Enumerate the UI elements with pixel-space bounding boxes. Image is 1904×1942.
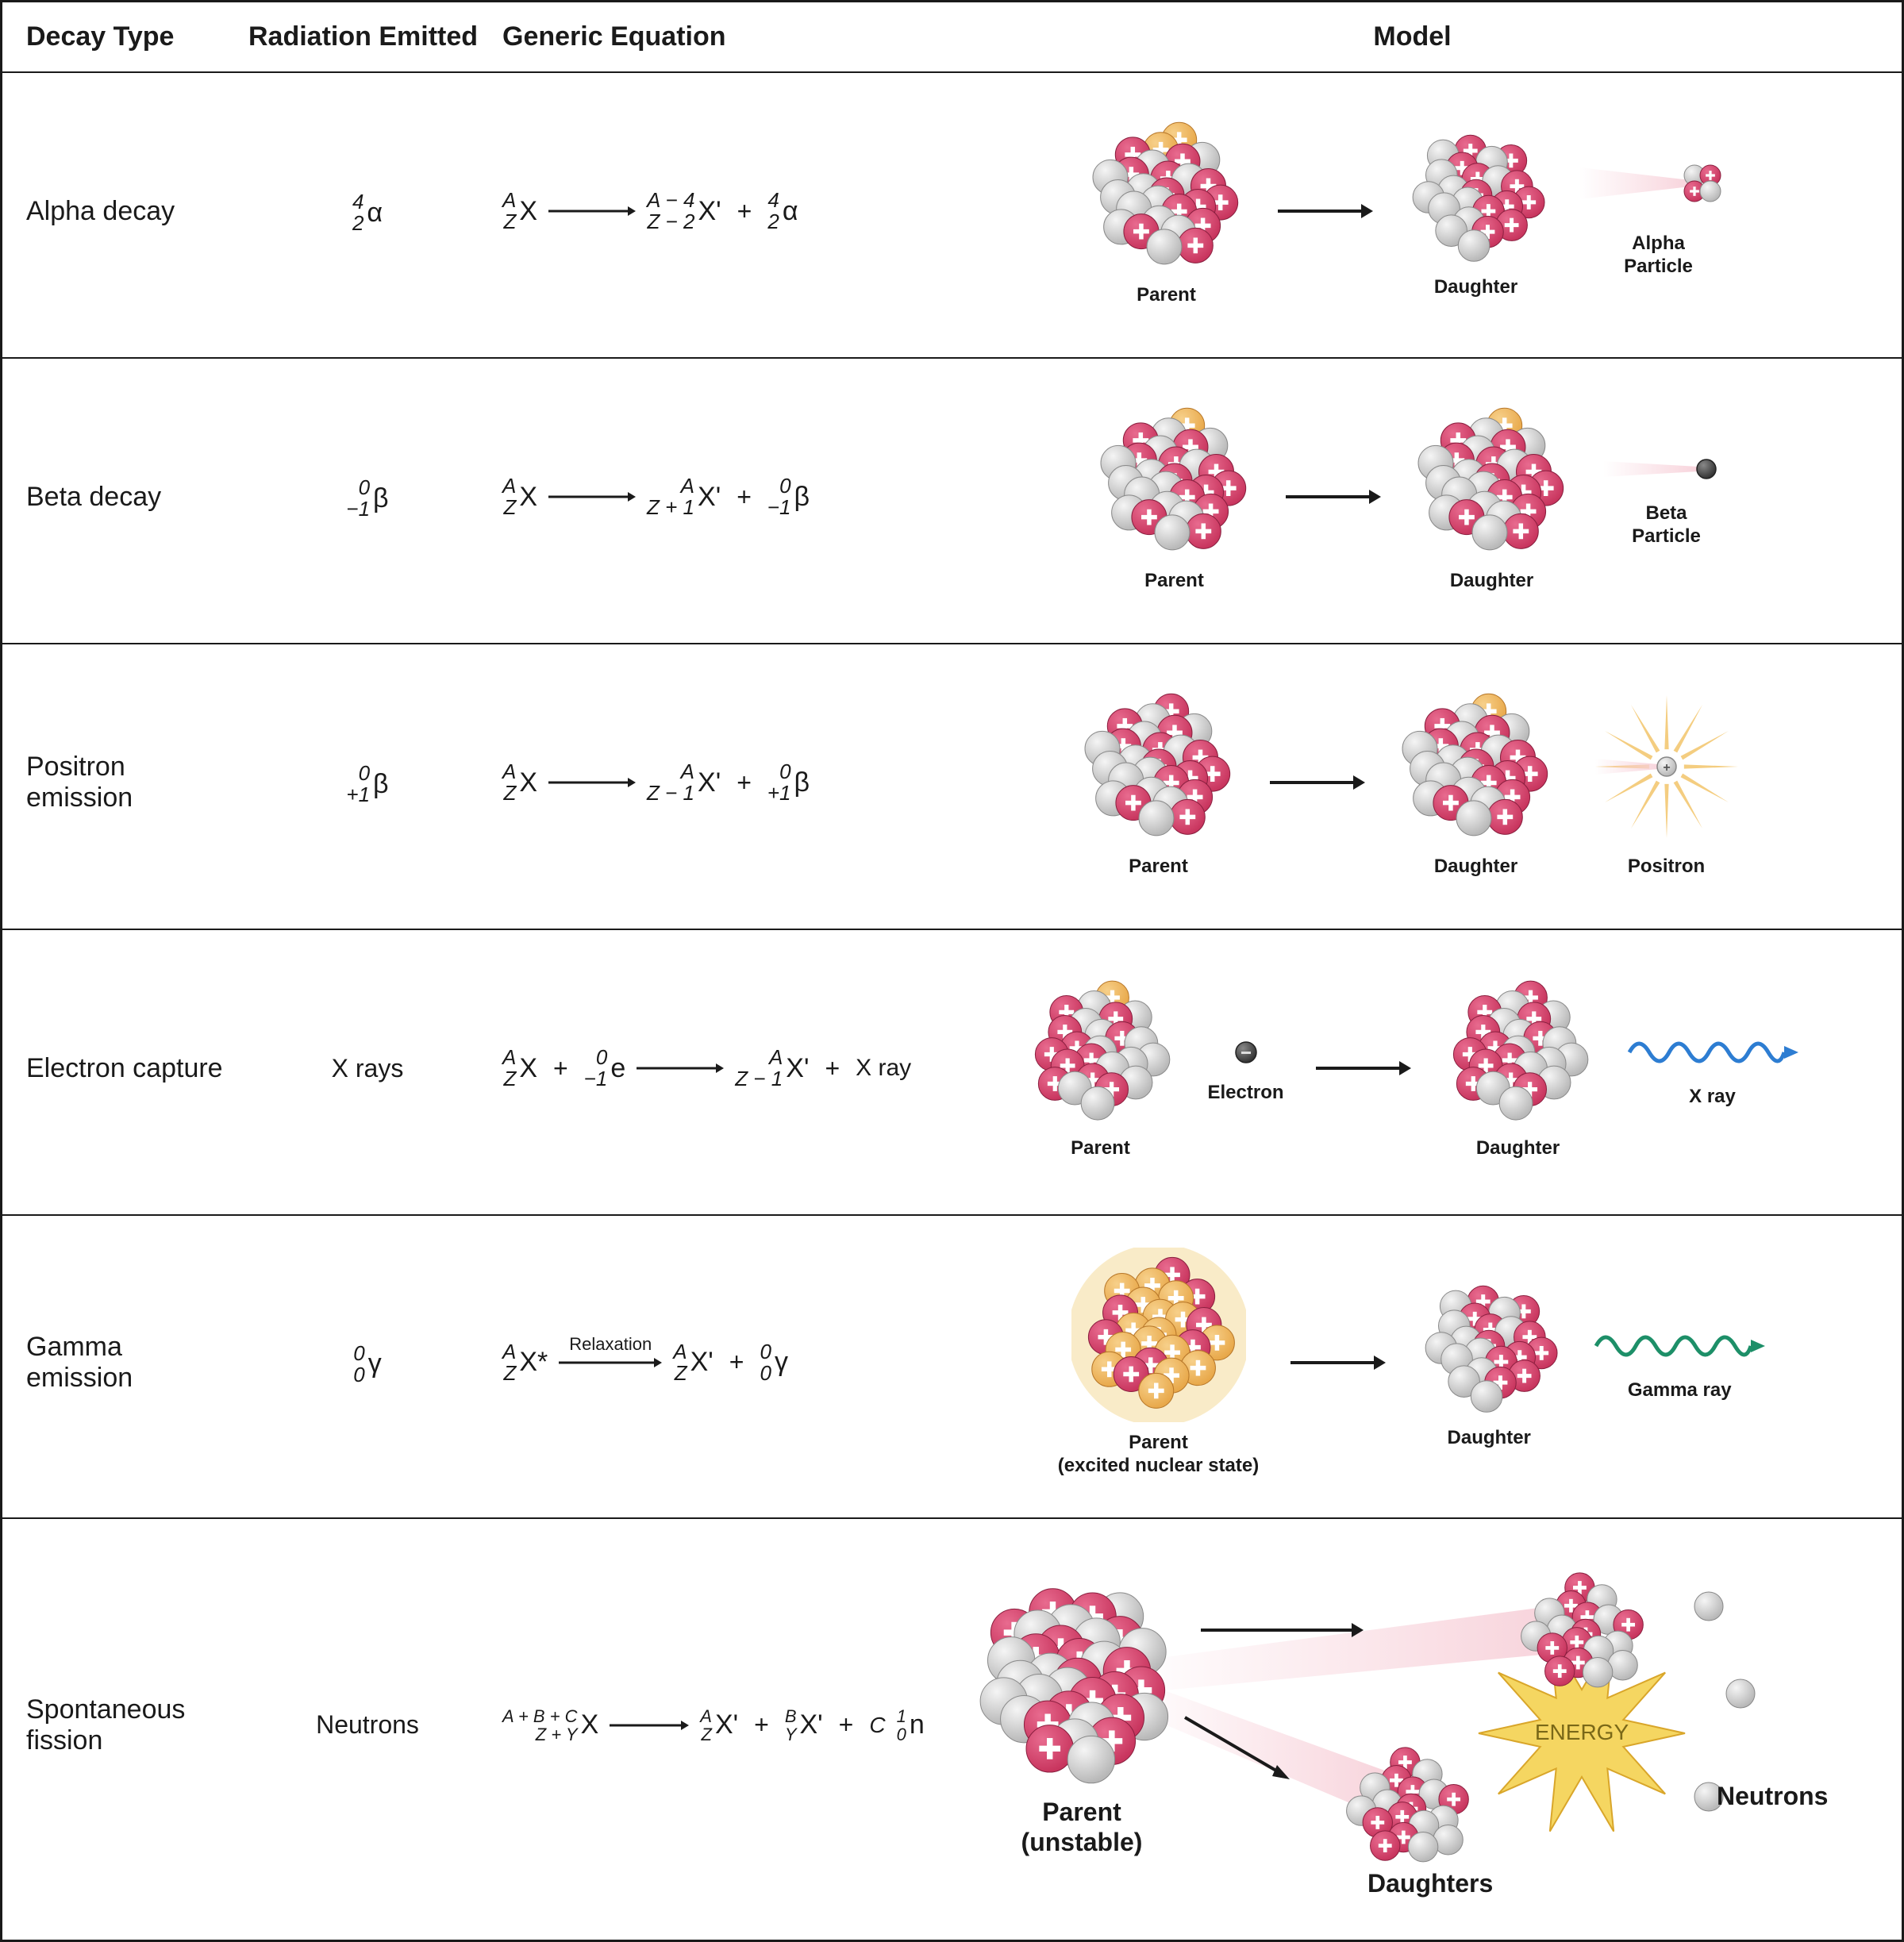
alpha-equation: AZX A − 4Z − 2X' + 42α bbox=[494, 190, 939, 233]
row-spontaneous-fission: Spontaneous fission Neutrons A + B + CZ … bbox=[2, 1519, 1902, 1940]
electron-icon bbox=[1226, 1033, 1266, 1072]
positron-icon: + bbox=[1587, 687, 1746, 846]
beta-radiation: 0−1β bbox=[240, 474, 494, 521]
ec-radiation: X rays bbox=[240, 1054, 494, 1083]
row-positron-emission: Positron emission 0+1β AZX AZ − 1X' + 0+… bbox=[2, 644, 1902, 930]
gamma-model: Parent (excited nuclear state) Daughter … bbox=[939, 1248, 1886, 1478]
nucleus-icon bbox=[1405, 124, 1548, 267]
nucleus-icon bbox=[1095, 402, 1254, 560]
gamma-radiation: 00γ bbox=[240, 1340, 494, 1386]
gamma-equation: AZX* Relaxation AZX' + 00γ bbox=[494, 1341, 939, 1385]
positron-model: Parent Daughter + Positron bbox=[939, 687, 1886, 879]
fission-radiation: Neutrons bbox=[240, 1710, 494, 1740]
gamma-parent-label: Parent (excited nuclear state) bbox=[1058, 1432, 1259, 1478]
alpha-particle-icon bbox=[1579, 144, 1738, 223]
arrow-icon bbox=[637, 1060, 724, 1076]
arrow-icon: Relaxation bbox=[559, 1355, 662, 1371]
row-alpha-decay: Alpha decay 42α AZX A − 4Z − 2X' + 42α P… bbox=[2, 73, 1902, 359]
decay-table: Decay Type Radiation Emitted Generic Equ… bbox=[0, 0, 1904, 1942]
header-decay-type: Decay Type bbox=[18, 21, 240, 52]
gamma-name: Gamma emission bbox=[18, 1332, 240, 1394]
header-model: Model bbox=[939, 21, 1886, 52]
beta-particle-label: Beta Particle bbox=[1632, 502, 1701, 548]
beta-model: Parent Daughter Beta Particle bbox=[939, 402, 1886, 593]
fission-name: Spontaneous fission bbox=[18, 1694, 240, 1756]
alpha-radiation: 42α bbox=[240, 188, 494, 235]
ec-equation: AZX + 0−1e AZ − 1X' + X ray bbox=[494, 1047, 939, 1090]
nucleus-icon bbox=[1413, 402, 1571, 560]
nucleus-icon bbox=[1397, 687, 1556, 846]
fission-equation: A + B + CZ + YX AZX' + BYX' + C 10n bbox=[494, 1707, 939, 1744]
header-row: Decay Type Radiation Emitted Generic Equ… bbox=[2, 2, 1902, 73]
header-radiation: Radiation Emitted bbox=[240, 21, 494, 52]
nucleus-icon bbox=[1087, 116, 1246, 275]
header-equation: Generic Equation bbox=[494, 21, 939, 52]
arrow-icon bbox=[610, 1717, 689, 1733]
energy-label: ENERGY bbox=[1535, 1720, 1629, 1744]
arrow-icon bbox=[548, 775, 636, 790]
fission-model: ENERGY Parent (unstable) Daughters Neutr… bbox=[939, 1551, 1886, 1900]
nucleus-icon bbox=[1417, 1275, 1560, 1417]
excited-nucleus-icon bbox=[1071, 1248, 1246, 1422]
beta-equation: AZX AZ + 1X' + 0−1β bbox=[494, 475, 939, 519]
nucleus-icon bbox=[1079, 687, 1238, 846]
beta-particle-icon bbox=[1603, 445, 1730, 493]
arrow-icon bbox=[1278, 199, 1373, 223]
row-beta-decay: Beta decay 0−1β AZX AZ + 1X' + 0−1β Pare… bbox=[2, 359, 1902, 644]
arrow-icon bbox=[1270, 771, 1365, 794]
alpha-model: Parent Daughter Alpha Particle bbox=[939, 116, 1886, 307]
beta-name: Beta decay bbox=[18, 482, 240, 513]
svg-text:+: + bbox=[1663, 761, 1670, 775]
ec-model: Parent Electron Daughter X ray bbox=[939, 977, 1886, 1160]
nucleus-icon bbox=[1443, 977, 1594, 1128]
row-electron-capture: Electron capture X rays AZX + 0−1e AZ − … bbox=[2, 930, 1902, 1216]
arrow-icon bbox=[1316, 1056, 1411, 1080]
ec-name: Electron capture bbox=[18, 1053, 240, 1084]
gamma-wave-icon bbox=[1592, 1322, 1767, 1370]
row-gamma-emission: Gamma emission 00γ AZX* Relaxation AZX' … bbox=[2, 1216, 1902, 1519]
arrow-icon bbox=[548, 489, 636, 505]
arrow-icon bbox=[1290, 1351, 1386, 1375]
arrow-icon bbox=[548, 203, 636, 219]
positron-name: Positron emission bbox=[18, 752, 240, 813]
positron-radiation: 0+1β bbox=[240, 759, 494, 806]
xray-wave-icon bbox=[1625, 1029, 1800, 1076]
arrow-icon bbox=[1286, 485, 1381, 509]
nucleus-icon bbox=[1025, 977, 1175, 1128]
alpha-name: Alpha decay bbox=[18, 196, 240, 227]
alpha-particle-label: Alpha Particle bbox=[1624, 233, 1693, 279]
positron-equation: AZX AZ − 1X' + 0+1β bbox=[494, 761, 939, 805]
